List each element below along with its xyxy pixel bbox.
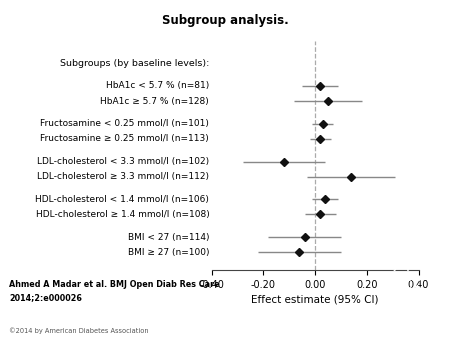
Text: Subgroup analysis.: Subgroup analysis. bbox=[162, 14, 288, 26]
Text: LDL-cholesterol ≥ 3.3 mmol/l (n=112): LDL-cholesterol ≥ 3.3 mmol/l (n=112) bbox=[37, 172, 209, 181]
X-axis label: Effect estimate (95% CI): Effect estimate (95% CI) bbox=[251, 294, 379, 304]
Text: HbA1c ≥ 5.7 % (n=128): HbA1c ≥ 5.7 % (n=128) bbox=[100, 97, 209, 105]
Text: HbA1c < 5.7 % (n=81): HbA1c < 5.7 % (n=81) bbox=[106, 81, 209, 91]
Text: HDL-cholesterol < 1.4 mmol/l (n=106): HDL-cholesterol < 1.4 mmol/l (n=106) bbox=[36, 195, 209, 204]
Text: 2014;2:e000026: 2014;2:e000026 bbox=[9, 293, 82, 303]
Text: Subgroups (by baseline levels):: Subgroups (by baseline levels): bbox=[60, 59, 209, 68]
Text: Ahmed A Madar et al. BMJ Open Diab Res Care: Ahmed A Madar et al. BMJ Open Diab Res C… bbox=[9, 280, 220, 289]
Text: BMJ Open
Diabetes
Research
& Care: BMJ Open Diabetes Research & Care bbox=[380, 262, 423, 306]
Text: BMI ≥ 27 (n=100): BMI ≥ 27 (n=100) bbox=[128, 248, 209, 257]
Text: Fructosamine ≥ 0.25 mmol/l (n=113): Fructosamine ≥ 0.25 mmol/l (n=113) bbox=[40, 134, 209, 143]
Text: HDL-cholesterol ≥ 1.4 mmol/l (n=108): HDL-cholesterol ≥ 1.4 mmol/l (n=108) bbox=[36, 210, 209, 219]
Text: LDL-cholesterol < 3.3 mmol/l (n=102): LDL-cholesterol < 3.3 mmol/l (n=102) bbox=[37, 157, 209, 166]
Text: ©2014 by American Diabetes Association: ©2014 by American Diabetes Association bbox=[9, 327, 148, 334]
Text: BMI < 27 (n=114): BMI < 27 (n=114) bbox=[128, 233, 209, 242]
Text: Fructosamine < 0.25 mmol/l (n=101): Fructosamine < 0.25 mmol/l (n=101) bbox=[40, 119, 209, 128]
